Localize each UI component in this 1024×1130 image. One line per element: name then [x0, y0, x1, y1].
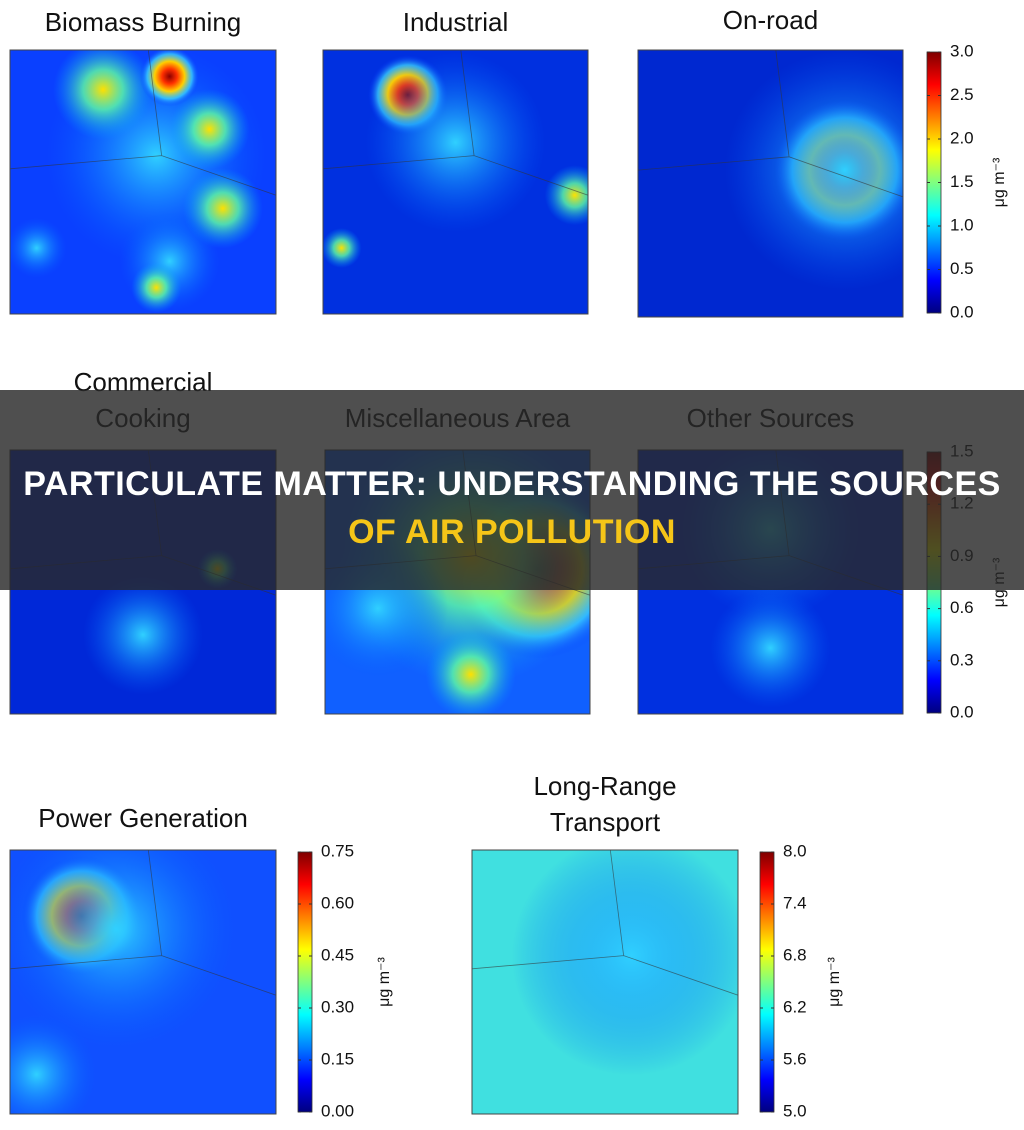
boundary	[638, 50, 903, 198]
tick-label: 0.15	[321, 1049, 354, 1068]
tick-label: 0.6	[950, 598, 974, 617]
tick-label: 7.4	[783, 893, 807, 912]
tick-label: 5.6	[783, 1049, 807, 1068]
map-frame	[9, 49, 277, 315]
heat-blob	[139, 50, 200, 107]
heatmap	[10, 850, 276, 1114]
boundary	[10, 850, 276, 996]
map-frame	[322, 49, 589, 315]
heat-blob	[710, 588, 831, 708]
panel-title: Industrial	[403, 7, 509, 37]
tick-label: 0.30	[321, 997, 354, 1016]
tick-label: 8.0	[783, 841, 807, 860]
tick-label: 0.0	[950, 302, 974, 321]
banner-line1: PARTICULATE MATTER: UNDERSTANDING THE SO…	[23, 465, 1001, 503]
tick-label: 0.60	[321, 893, 354, 912]
tick-label: 6.8	[783, 945, 807, 964]
tick-label: 0.5	[950, 259, 974, 278]
heatmap	[472, 850, 738, 1076]
tick-label: 1.0	[950, 215, 974, 234]
colorbar-unit: μg m⁻³	[826, 957, 843, 1007]
heat-blob	[323, 228, 362, 268]
banner-line2: OF AIR POLLUTION	[348, 513, 676, 551]
heat-blob	[83, 574, 203, 695]
colorbar-unit: μg m⁻³	[991, 157, 1008, 207]
heat-blob	[131, 262, 182, 313]
tick-label: 0.3	[950, 650, 974, 669]
panel-title: Biomass Burning	[45, 7, 242, 37]
heat-blob	[511, 850, 738, 1076]
tick-label: 0.0	[950, 702, 974, 721]
map-frame	[637, 49, 904, 318]
colorbar	[759, 851, 775, 1113]
panel-title: Power Generation	[38, 803, 248, 833]
tick-label: 0.75	[321, 841, 354, 860]
heatmap	[638, 50, 903, 291]
colorbar	[297, 851, 313, 1113]
colorbar-unit: μg m⁻³	[376, 957, 393, 1007]
map-frame	[9, 849, 277, 1115]
banner-band	[0, 390, 1024, 590]
tick-label: 0.00	[321, 1101, 354, 1120]
heat-blob	[10, 1014, 97, 1114]
boundary	[10, 50, 276, 196]
heat-blob	[53, 50, 154, 140]
tick-label: 1.5	[950, 172, 974, 191]
heat-blob	[365, 52, 546, 233]
tick-label: 6.2	[783, 997, 807, 1016]
boundary	[323, 50, 588, 196]
panel-title: On-road	[723, 5, 818, 35]
heat-blob	[544, 165, 588, 226]
tick-label: 3.0	[950, 41, 974, 60]
heatmap	[323, 50, 588, 268]
panel-title: Transport	[550, 807, 661, 837]
tick-label: 2.0	[950, 128, 974, 147]
map-frame	[471, 849, 739, 1115]
tick-label: 0.45	[321, 945, 354, 964]
tick-label: 2.5	[950, 85, 974, 104]
heat-blob	[724, 50, 903, 291]
heat-blob	[425, 629, 516, 714]
tick-label: 5.0	[783, 1101, 807, 1120]
panel-title: Long-Range	[533, 771, 676, 801]
heat-blob	[169, 89, 250, 170]
heat-blob	[10, 218, 67, 278]
boundary	[472, 850, 738, 996]
heatmap	[10, 50, 276, 313]
heat-blob	[10, 850, 237, 1050]
